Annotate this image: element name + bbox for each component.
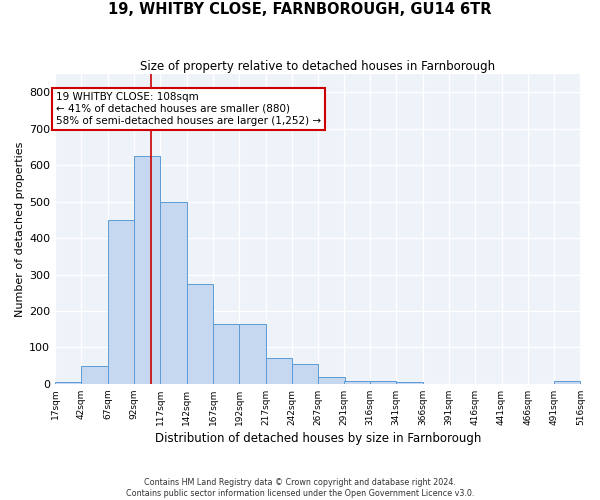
Bar (554, 381, 580, 384)
X-axis label: Distribution of detached houses by size in Farnborough: Distribution of detached houses by size … (155, 432, 481, 445)
Text: Contains HM Land Registry data © Crown copyright and database right 2024.
Contai: Contains HM Land Registry data © Crown c… (126, 478, 474, 498)
Y-axis label: Number of detached properties: Number of detached properties (15, 142, 25, 316)
Bar (160, 202, 187, 384)
Bar (292, 364, 319, 384)
Bar (344, 381, 370, 384)
Bar (108, 220, 134, 384)
Bar (370, 381, 396, 384)
Bar (134, 156, 160, 384)
Bar (396, 382, 422, 384)
Text: 19, WHITBY CLOSE, FARNBOROUGH, GU14 6TR: 19, WHITBY CLOSE, FARNBOROUGH, GU14 6TR (108, 2, 492, 18)
Bar (187, 284, 213, 384)
Bar (319, 376, 344, 384)
Title: Size of property relative to detached houses in Farnborough: Size of property relative to detached ho… (140, 60, 496, 73)
Bar (266, 358, 292, 384)
Bar (213, 324, 239, 384)
Bar (82, 366, 108, 384)
Bar (239, 324, 266, 384)
Bar (55, 382, 82, 384)
Text: 19 WHITBY CLOSE: 108sqm
← 41% of detached houses are smaller (880)
58% of semi-d: 19 WHITBY CLOSE: 108sqm ← 41% of detache… (56, 92, 322, 126)
